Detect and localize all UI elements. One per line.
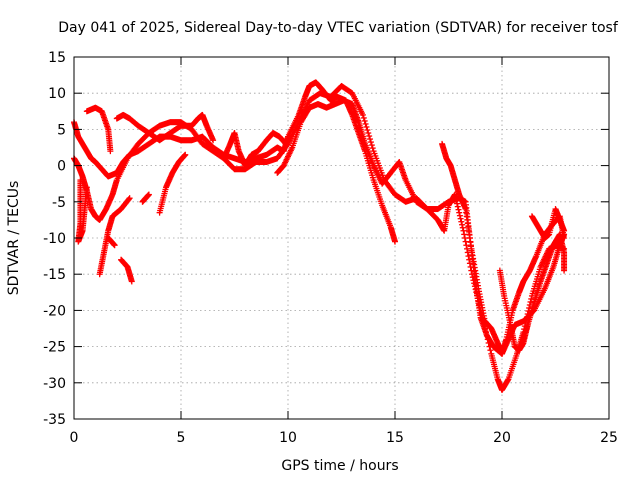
series-track-11 <box>220 130 289 169</box>
chart-title: Day 041 of 2025, Sidereal Day-to-day VTE… <box>58 20 619 36</box>
series-track-15 <box>518 231 568 350</box>
series-track-3 <box>75 177 90 245</box>
series-track-9 <box>139 191 152 205</box>
series-track-6 <box>96 195 133 278</box>
grid-lines <box>74 57 609 419</box>
series-track-8 <box>118 256 135 285</box>
series-track-2 <box>71 82 568 357</box>
series-track-7 <box>105 235 118 249</box>
data-points <box>71 79 568 394</box>
series-track-4 <box>83 104 114 155</box>
series-track-10 <box>156 151 189 216</box>
series-track-5 <box>113 111 217 144</box>
